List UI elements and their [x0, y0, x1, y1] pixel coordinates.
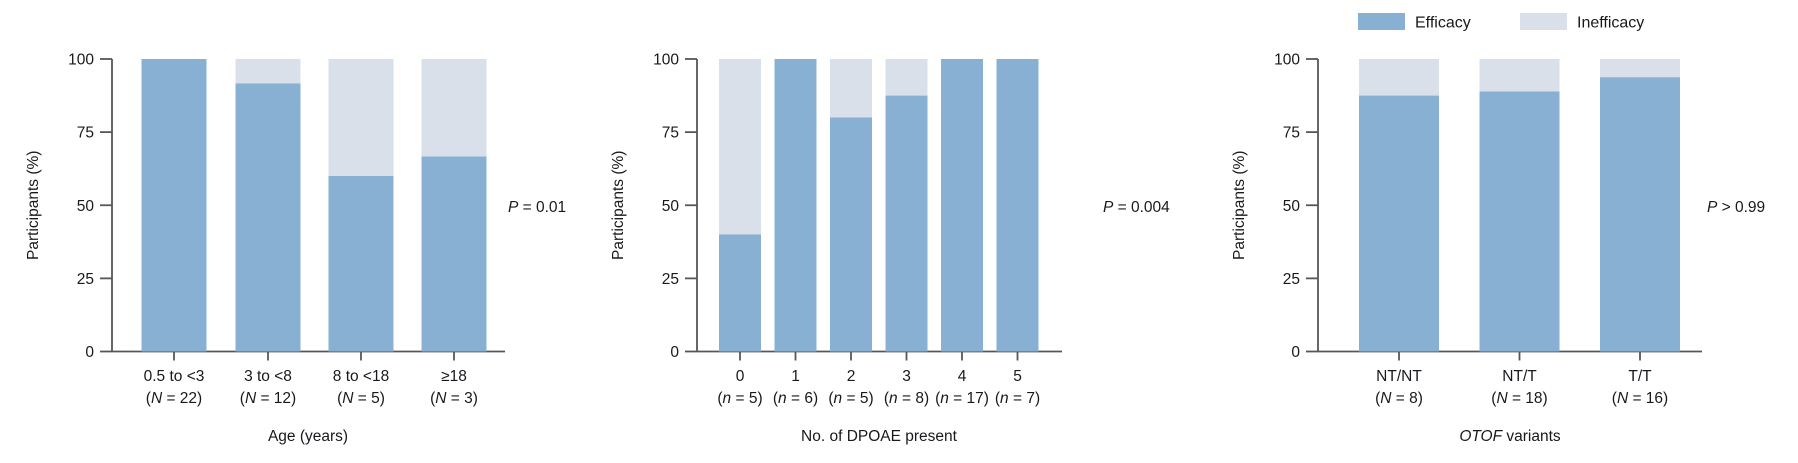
bar-segment-efficacy [1479, 91, 1560, 352]
y-axis-title: Participants (%) [1231, 151, 1248, 260]
y-tick-label: 0 [85, 344, 94, 361]
category-label: T/T [1628, 368, 1652, 385]
legend-label-efficacy: Efficacy [1415, 15, 1471, 32]
bar-segment-inefficacy [719, 59, 761, 235]
bar-segment-efficacy [235, 83, 301, 352]
category-label: 3 to <8 [244, 368, 292, 385]
category-count: (n = 8) [884, 390, 929, 407]
category-label: NT/T [1502, 368, 1537, 385]
chart-panel-otof: 0 25 50 75 100 Participants (%) NT/NT (N = 8) NT… [1231, 52, 1765, 446]
p-value-label: P = 0.01 [508, 199, 566, 216]
bar-segment-efficacy [1600, 77, 1680, 352]
category-label: 0 [736, 368, 745, 385]
bar-segment-inefficacy [421, 59, 487, 157]
y-tick-label: 0 [670, 344, 679, 361]
legend: Efficacy Inefficacy [1358, 13, 1644, 32]
category-count: (N = 22) [146, 390, 202, 407]
category-label: 4 [958, 368, 967, 385]
y-tick-label: 75 [662, 125, 679, 142]
legend-label-inefficacy: Inefficacy [1577, 15, 1644, 32]
y-tick-label: 25 [662, 271, 679, 288]
chart-panel-age: 0 25 50 75 100 Participants (%) 0.5 to <3 (N = … [25, 52, 566, 446]
category-count: (n = 17) [935, 390, 989, 407]
y-tick-label: 25 [77, 271, 94, 288]
bar-segment-efficacy [1359, 95, 1439, 352]
bar-segment-efficacy [141, 59, 207, 352]
category-label: NT/NT [1376, 368, 1422, 385]
category-count: (N = 16) [1612, 390, 1668, 407]
y-tick-label: 50 [1283, 198, 1301, 215]
category-count: (n = 5) [717, 390, 762, 407]
category-label: 2 [847, 368, 856, 385]
y-axis-title: Participants (%) [25, 151, 42, 260]
x-axis-title: OTOF variants [1459, 428, 1561, 445]
bar-segment-inefficacy [328, 59, 394, 176]
bar-segment-efficacy [421, 156, 487, 352]
category-label: 1 [791, 368, 800, 385]
x-axis-title: Age (years) [268, 428, 348, 445]
y-tick-label: 100 [653, 52, 679, 69]
y-tick-label: 25 [1283, 271, 1300, 288]
category-count: (N = 18) [1491, 390, 1547, 407]
category-label: ≥18 [441, 368, 467, 385]
bar-segment-inefficacy [1359, 59, 1439, 96]
y-tick-label: 100 [1274, 52, 1300, 69]
bar-segment-inefficacy [1600, 59, 1680, 78]
x-axis-title: No. of DPOAE present [801, 428, 958, 445]
bar-segment-efficacy [941, 59, 983, 352]
bar-segment-efficacy [719, 234, 761, 352]
bar-segment-efficacy [996, 59, 1039, 352]
bar-segment-inefficacy [830, 59, 872, 118]
y-tick-label: 50 [77, 198, 95, 215]
bar-segment-inefficacy [885, 59, 928, 96]
category-count: (n = 7) [995, 390, 1040, 407]
bar-segment-efficacy [328, 176, 394, 352]
category-count: (N = 3) [430, 390, 478, 407]
bar-segment-efficacy [830, 117, 872, 352]
legend-swatch-inefficacy [1520, 13, 1567, 30]
y-tick-label: 0 [1291, 344, 1300, 361]
category-count: (n = 5) [828, 390, 873, 407]
y-axis-title: Participants (%) [610, 151, 627, 260]
p-value-label: P > 0.99 [1707, 199, 1765, 216]
y-tick-label: 50 [662, 198, 680, 215]
y-tick-label: 75 [1283, 125, 1300, 142]
bar-segment-efficacy [774, 59, 817, 352]
category-count: (n = 6) [773, 390, 818, 407]
category-count: (N = 8) [1375, 390, 1423, 407]
bar-segment-inefficacy [1479, 59, 1560, 92]
p-value-label: P = 0.004 [1103, 199, 1170, 216]
legend-swatch-efficacy [1358, 13, 1405, 30]
bar-segment-inefficacy [235, 59, 301, 84]
category-label: 3 [902, 368, 911, 385]
y-tick-label: 100 [68, 52, 94, 69]
y-tick-label: 75 [77, 125, 94, 142]
bar-segment-efficacy [885, 95, 928, 352]
category-label: 5 [1013, 368, 1022, 385]
category-label: 0.5 to <3 [144, 368, 205, 385]
category-count: (N = 5) [337, 390, 385, 407]
category-label: 8 to <18 [333, 368, 389, 385]
category-count: (N = 12) [240, 390, 296, 407]
